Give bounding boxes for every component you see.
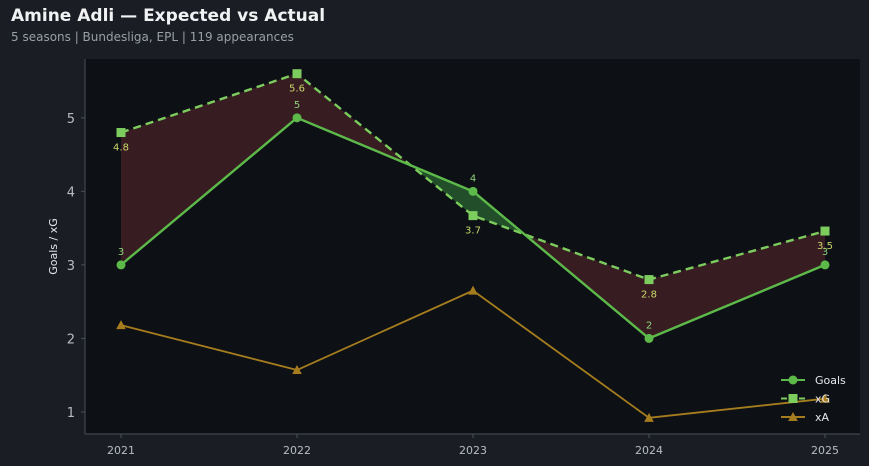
data-point-xa (116, 320, 126, 330)
fill-segment (649, 231, 825, 339)
data-point-xa (820, 393, 830, 403)
chart-title: Amine Adli — Expected vs Actual (11, 6, 326, 26)
x-tick-label: 2021 (107, 444, 135, 457)
xg-data-label: 4.8 (113, 143, 129, 154)
data-labels: 3 5 4 2 3 4.8 5.6 3.7 2.8 3.5 (113, 84, 833, 332)
x-tick-label: 2024 (635, 444, 663, 457)
chart-subtitle: 5 seasons | Bundesliga, EPL | 119 appear… (11, 30, 294, 44)
goals-data-label: 2 (646, 320, 652, 331)
legend-label-goals: Goals (815, 374, 846, 387)
data-point-xg (116, 128, 126, 138)
data-point-xg (468, 211, 478, 221)
data-point-xa (468, 285, 478, 295)
goals-data-label: 3 (118, 247, 124, 258)
series-line-xg (120, 72, 826, 281)
data-point-goals (644, 333, 654, 343)
axes: 1 2 3 4 5 2021 2022 2023 2024 2025 Goals / xG (47, 59, 860, 457)
xg-data-label: 3.7 (465, 226, 481, 237)
goals-data-label: 3 (822, 247, 828, 258)
y-tick-label: 2 (67, 332, 75, 347)
legend-label-xa: xA (815, 411, 830, 424)
y-tick-label: 4 (67, 185, 75, 200)
x-tick-label: 2025 (811, 444, 839, 457)
data-point-xa (644, 412, 654, 422)
data-point-goals (820, 260, 830, 270)
xg-data-label: 5.6 (289, 84, 305, 95)
legend-marker-xg (788, 394, 798, 403)
data-point-goals (468, 186, 478, 196)
data-point-goals (116, 260, 126, 270)
xg-data-label: 3.5 (817, 241, 833, 252)
y-tick-label: 1 (67, 406, 75, 421)
legend-marker-goals (788, 375, 798, 385)
data-point-goals (292, 113, 302, 123)
legend: Goals xG xA (781, 374, 846, 424)
data-point-xa (292, 365, 302, 375)
y-axis-label: Goals / xG (47, 218, 60, 275)
data-point-xg (644, 275, 654, 285)
goals-data-label: 4 (470, 173, 476, 184)
legend-marker-xa (788, 412, 798, 421)
legend-label-xg: xG (815, 393, 830, 406)
fill-segment (121, 73, 297, 265)
xg-data-label: 2.8 (641, 290, 657, 301)
data-point-xg (292, 69, 302, 79)
x-tick-label: 2022 (283, 444, 311, 457)
x-tick-label: 2023 (459, 444, 487, 457)
goals-data-label: 5 (294, 100, 300, 111)
data-point-xg (820, 226, 830, 236)
y-tick-label: 5 (67, 112, 75, 127)
series-layer (116, 69, 830, 422)
y-tick-label: 3 (67, 259, 75, 274)
